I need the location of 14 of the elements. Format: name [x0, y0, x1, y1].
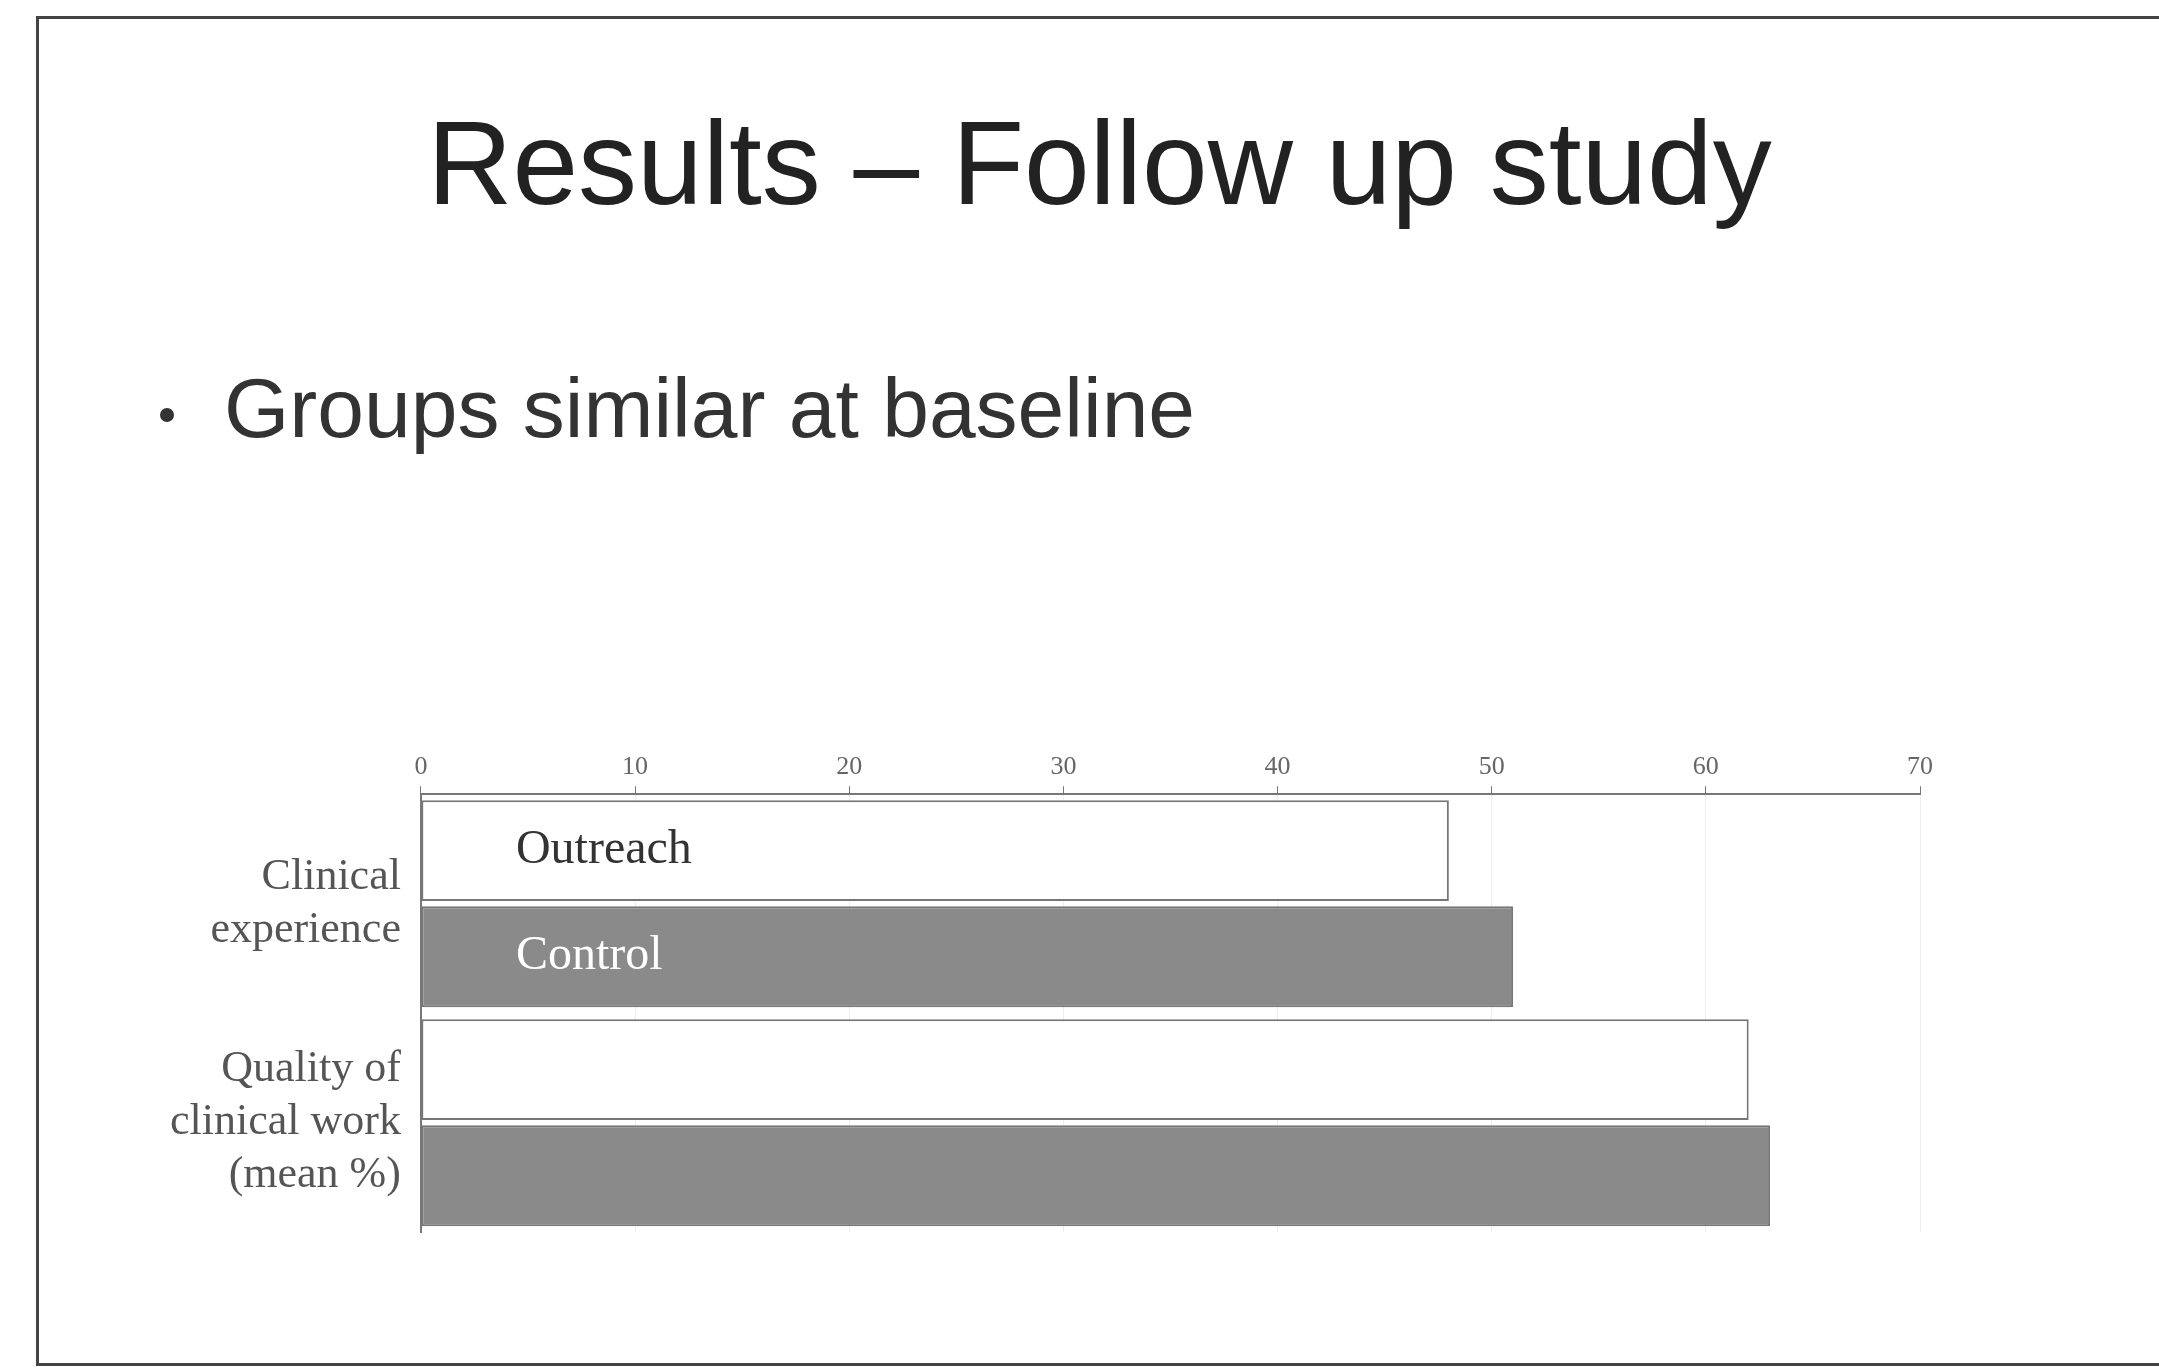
chart-title: Results – Follow up study [426, 96, 1773, 231]
series-label: Outreach [515, 820, 692, 874]
x-tick-label: 20 [836, 751, 863, 781]
y-tick-label: Quality of clinical work (mean %) [169, 1042, 402, 1198]
y-tick-label: Clinical experience [210, 849, 401, 952]
chart-subtitle: Groups similar at baseline [223, 360, 1196, 457]
x-tick-label: 50 [1478, 751, 1505, 781]
x-tick-label: 40 [1264, 751, 1291, 781]
x-tick-label: 10 [622, 751, 649, 781]
x-tick-label: 60 [1692, 751, 1719, 781]
x-tick-label: 30 [1050, 751, 1077, 781]
x-tick-label: 70 [1907, 751, 1933, 781]
x-tick-label: 0 [414, 751, 428, 781]
series-label: Control [515, 926, 663, 980]
